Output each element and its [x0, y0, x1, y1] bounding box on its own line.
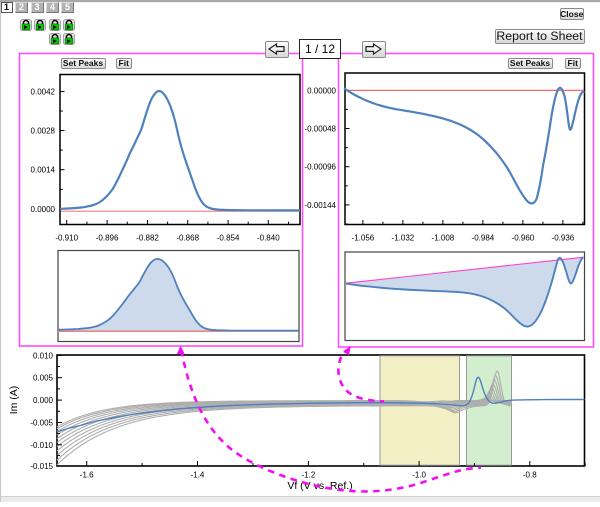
svg-text:Im (A): Im (A)	[8, 386, 20, 415]
svg-text:0.000: 0.000	[33, 396, 54, 405]
svg-text:-1.0: -1.0	[412, 471, 426, 480]
svg-text:-0.984: -0.984	[472, 234, 495, 243]
svg-text:0.0028: 0.0028	[31, 127, 56, 136]
svg-text:-0.840: -0.840	[257, 234, 280, 243]
svg-text:-0.854: -0.854	[217, 234, 240, 243]
svg-text:0.010: 0.010	[33, 351, 54, 360]
svg-text:-1.032: -1.032	[392, 234, 415, 243]
svg-text:-0.8: -0.8	[523, 471, 537, 480]
svg-text:0.0042: 0.0042	[31, 88, 56, 97]
svg-text:-0.00048: -0.00048	[304, 125, 336, 134]
svg-text:-0.015: -0.015	[30, 462, 53, 471]
svg-text:0.00000: 0.00000	[307, 86, 336, 95]
svg-text:-0.00096: -0.00096	[304, 163, 336, 172]
svg-text:-0.005: -0.005	[30, 419, 53, 428]
svg-text:-0.882: -0.882	[136, 234, 159, 243]
svg-text:-0.868: -0.868	[176, 234, 199, 243]
svg-text:-0.960: -0.960	[512, 234, 535, 243]
svg-text:-0.896: -0.896	[96, 234, 119, 243]
svg-text:-1.2: -1.2	[302, 471, 316, 480]
svg-text:-1.4: -1.4	[191, 471, 205, 480]
svg-text:-0.00144: -0.00144	[304, 201, 336, 210]
svg-text:-1.056: -1.056	[352, 234, 375, 243]
svg-text:-0.936: -0.936	[552, 234, 575, 243]
svg-text:-1.6: -1.6	[80, 471, 94, 480]
svg-text:0.0014: 0.0014	[31, 166, 56, 175]
svg-text:-1.008: -1.008	[432, 234, 455, 243]
svg-text:-0.010: -0.010	[30, 441, 53, 450]
svg-text:-0.910: -0.910	[55, 234, 78, 243]
svg-text:0.005: 0.005	[33, 374, 54, 383]
svg-text:0.0000: 0.0000	[31, 205, 56, 214]
